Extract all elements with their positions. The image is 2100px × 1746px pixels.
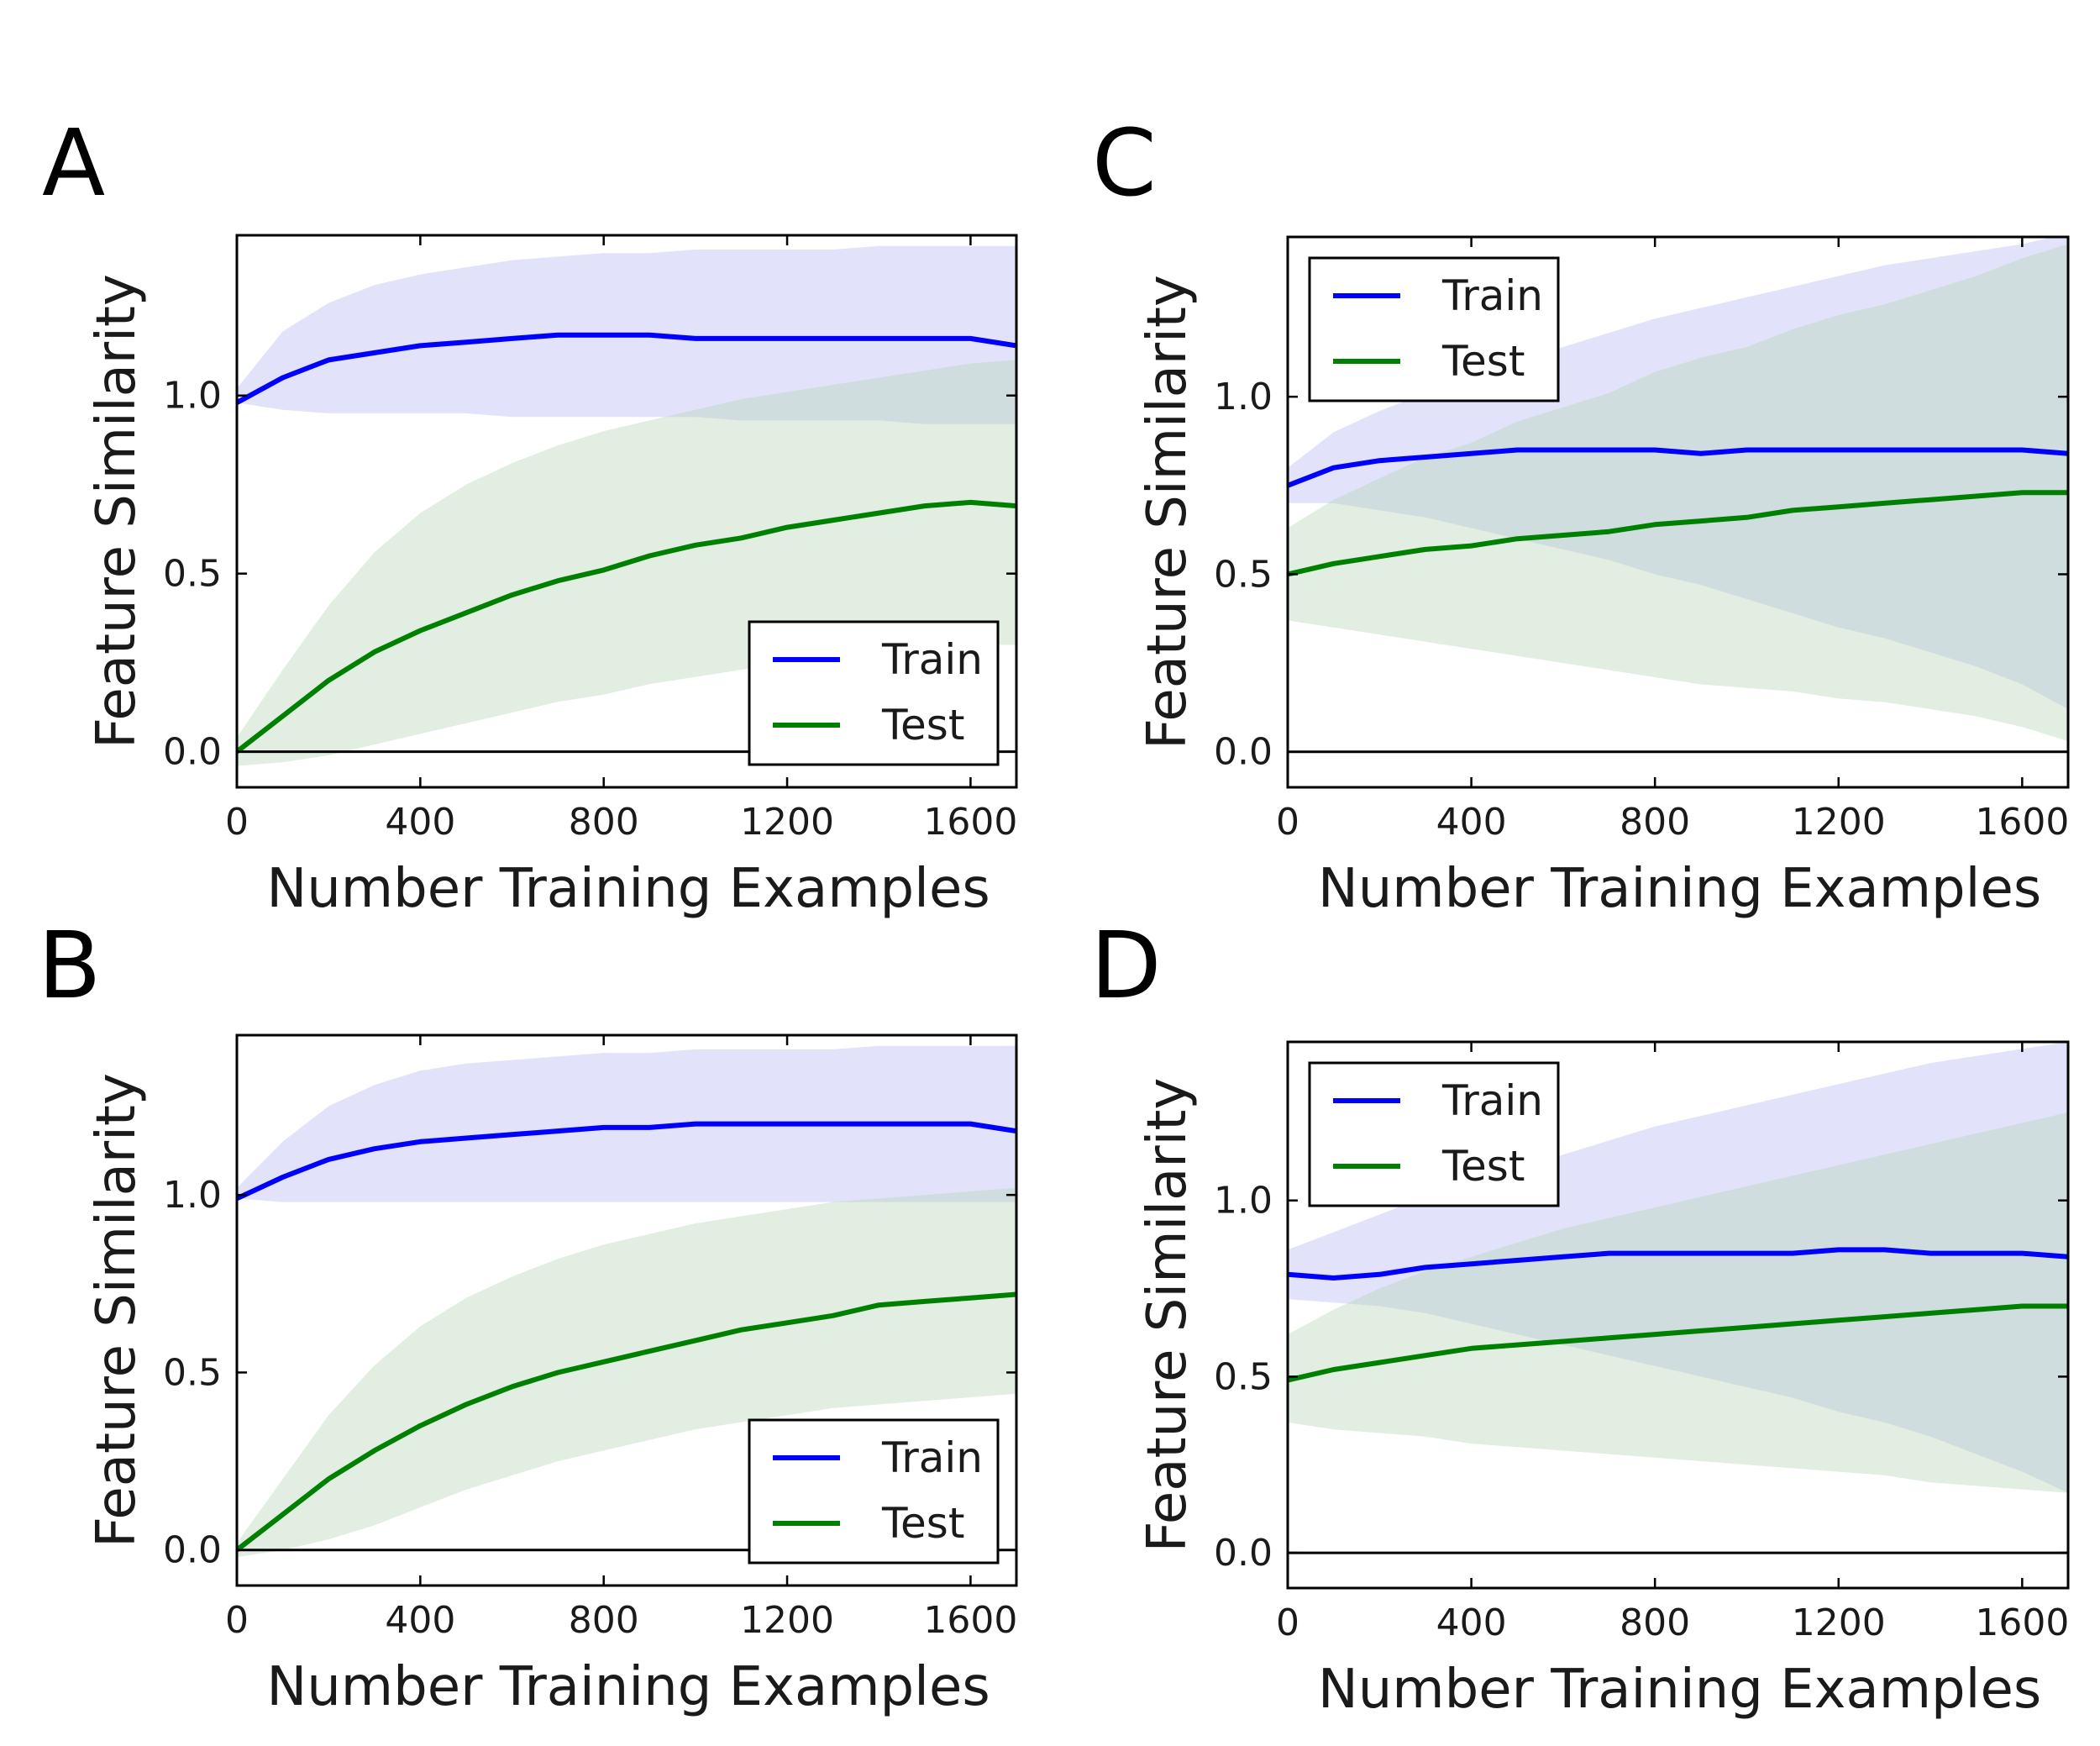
axes-frame — [1286, 235, 2070, 789]
x-tick-label: 1600 — [1975, 801, 2069, 844]
x-tick-label: 1200 — [740, 801, 834, 844]
x-axis-label: Number Training Examples — [1318, 1659, 2041, 1721]
y-tick-label: 0.5 — [163, 553, 222, 596]
legend-label-train: Train — [881, 635, 983, 684]
y-axis-label: Feature Similarity — [1137, 275, 1199, 749]
line-train — [1288, 447, 2068, 488]
y-tick-label: 0.5 — [163, 1351, 222, 1394]
panel-letter: C — [1092, 109, 1157, 217]
line-test — [237, 499, 1016, 754]
y-axis-label: Feature Similarity — [86, 1073, 148, 1548]
y-tick-label: 1.0 — [1214, 376, 1273, 418]
x-tick-label: 400 — [1436, 801, 1507, 844]
band-test — [237, 1187, 1016, 1558]
x-tick-label: 0 — [225, 1599, 249, 1642]
x-tick-label: 1600 — [1975, 1601, 2069, 1644]
legend-box — [1308, 1061, 1560, 1207]
y-axis-label: Feature Similarity — [1137, 1078, 1199, 1553]
line-test — [237, 1291, 1016, 1553]
x-tick-label: 400 — [385, 801, 455, 844]
legend-label-test: Test — [1441, 1142, 1525, 1191]
band-test — [1288, 1112, 2068, 1493]
x-tick-label: 1200 — [1792, 1601, 1886, 1644]
legend-box — [1308, 256, 1560, 402]
legend: Train Test — [748, 1418, 1000, 1565]
x-tick-label: 400 — [1436, 1601, 1507, 1644]
panel-letter: B — [38, 912, 101, 1019]
plot-area — [237, 245, 1016, 766]
legend-label-train: Train — [881, 1433, 983, 1482]
band-train — [1288, 1042, 2068, 1493]
x-tick-label: 800 — [569, 801, 639, 844]
y-tick-label: 1.0 — [163, 375, 222, 418]
panel-letter: D — [1090, 912, 1162, 1019]
y-tick-label: 0.0 — [1214, 731, 1273, 774]
legend: Train Test — [748, 620, 1000, 766]
legend-label-test: Test — [881, 701, 964, 749]
panel-a: A 0 400 800 1200 1600 0.0 0.5 1.0 Number Training… — [42, 109, 1018, 920]
axes-frame — [235, 1033, 1018, 1587]
legend: Train Test — [1308, 1061, 1560, 1207]
x-axis-label: Number Training Examples — [266, 858, 990, 920]
x-tick-label: 0 — [225, 801, 249, 844]
x-tick-label: 1600 — [923, 801, 1017, 844]
x-axis-label: Number Training Examples — [266, 1656, 990, 1718]
y-tick-label: 1.0 — [163, 1174, 222, 1217]
plot-area — [1288, 1042, 2068, 1554]
y-axis-label: Feature Similarity — [86, 274, 148, 749]
legend-label-train: Train — [1441, 271, 1543, 320]
x-tick-label: 0 — [1276, 1601, 1299, 1644]
x-tick-label: 1200 — [1792, 801, 1886, 844]
x-tick-label: 0 — [1276, 801, 1299, 844]
line-train — [1288, 1247, 2068, 1281]
axes-frame — [235, 234, 1018, 789]
line-train — [237, 1121, 1016, 1202]
y-tick-label: 0.0 — [163, 1529, 222, 1572]
line-train — [237, 332, 1016, 405]
legend-label-test: Test — [881, 1499, 964, 1548]
band-train — [237, 1045, 1016, 1202]
panel-d: D 0 400 800 1200 1600 0.0 0.5 1.0 Number Training… — [1090, 912, 2070, 1721]
plot-area — [237, 1045, 1016, 1558]
x-axis-label: Number Training Examples — [1318, 858, 2041, 920]
x-tick-label: 400 — [385, 1599, 455, 1642]
legend-label-test: Test — [1441, 337, 1525, 386]
panel-c: C 0 400 800 1200 1600 0.0 0.5 1.0 Number Training… — [1092, 109, 2070, 920]
panel-letter: A — [42, 109, 105, 217]
y-tick-label: 1.0 — [1214, 1180, 1273, 1223]
y-tick-label: 0.5 — [1214, 1355, 1273, 1398]
axes-frame — [1286, 1040, 2070, 1590]
legend: Train Test — [1308, 256, 1560, 402]
legend-label-train: Train — [1441, 1076, 1543, 1125]
x-tick-label: 1200 — [740, 1599, 834, 1642]
panel-b: B 0 400 800 1200 1600 0.0 0.5 1.0 Number Training… — [38, 912, 1018, 1718]
band-test — [1288, 244, 2068, 742]
x-tick-label: 1600 — [923, 1599, 1017, 1642]
legend-box — [748, 620, 1000, 766]
y-tick-label: 0.0 — [1214, 1532, 1273, 1575]
x-tick-label: 800 — [1620, 1601, 1690, 1644]
band-train — [1288, 237, 2068, 709]
legend-box — [748, 1418, 1000, 1565]
x-tick-label: 800 — [1620, 801, 1690, 844]
y-tick-label: 0.5 — [1214, 553, 1273, 596]
y-tick-label: 0.0 — [163, 731, 222, 774]
plot-area — [1288, 237, 2068, 754]
x-tick-label: 800 — [569, 1599, 639, 1642]
line-test — [1288, 1303, 2068, 1383]
line-test — [1288, 490, 2068, 577]
